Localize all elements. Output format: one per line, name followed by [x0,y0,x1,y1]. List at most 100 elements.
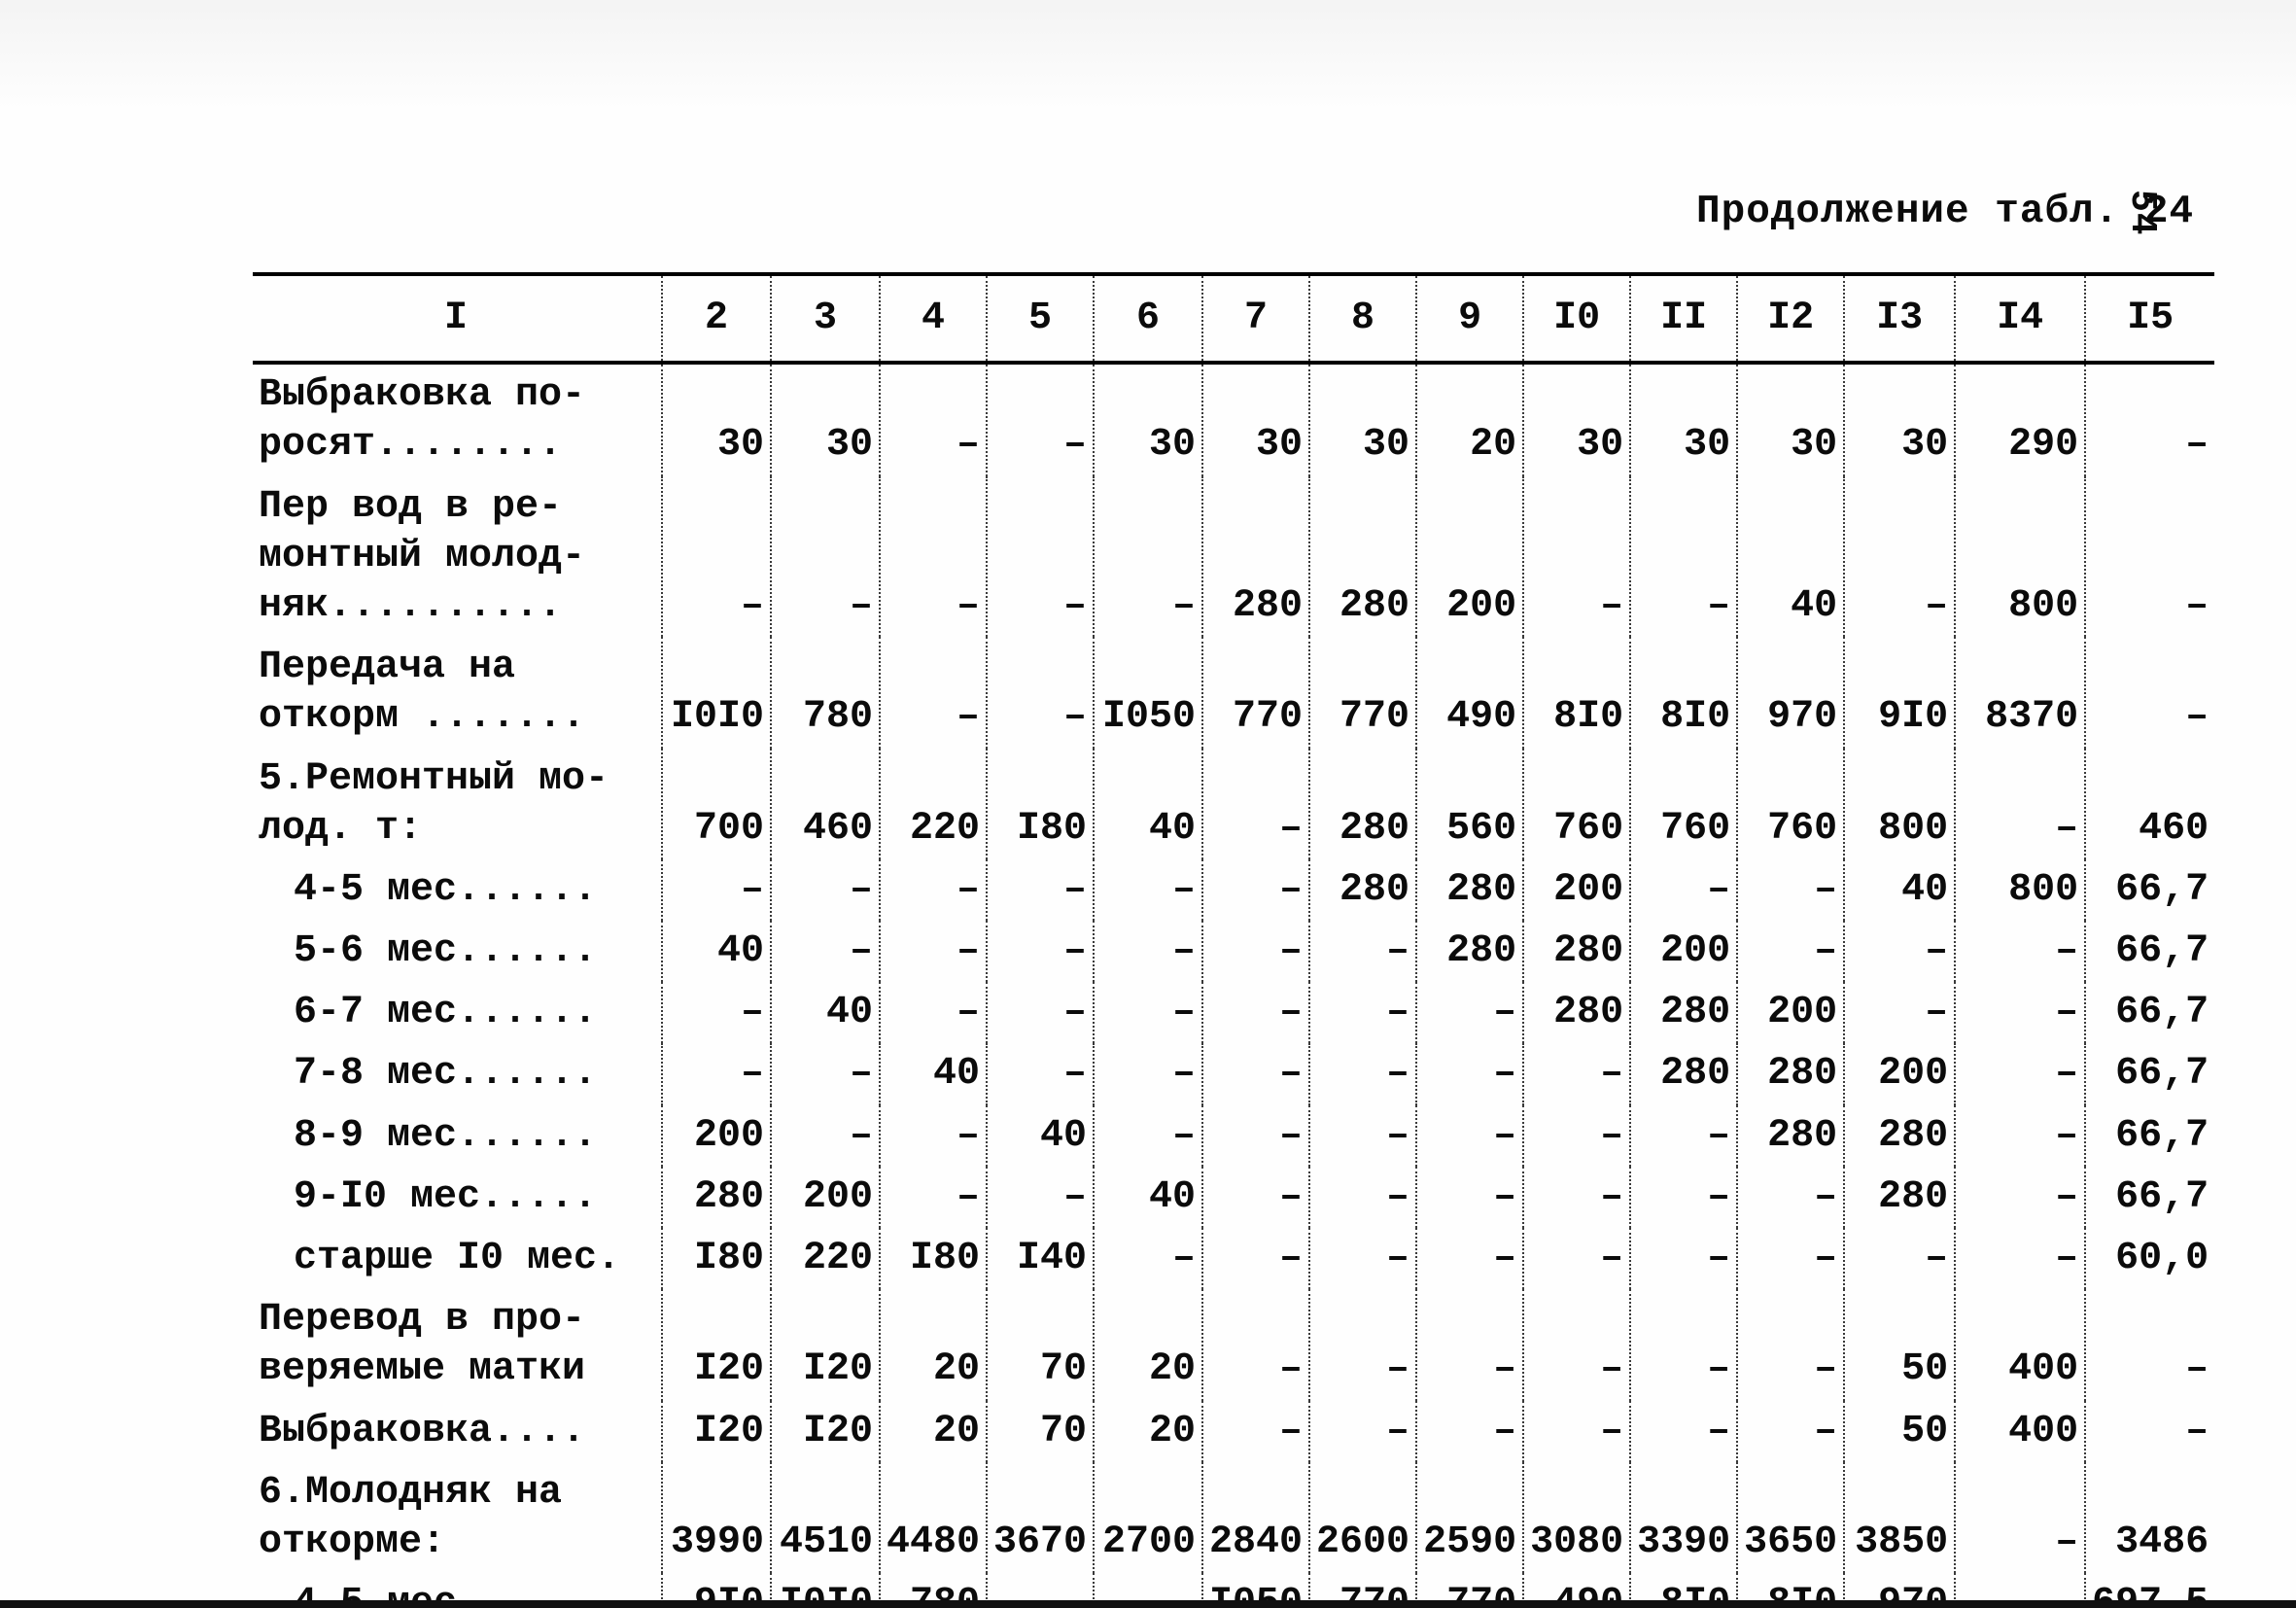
cell: – [987,921,1094,982]
cell: 780 [771,637,880,748]
cell: – [987,637,1094,748]
row-label: 5.Ремонтный мо-лод. т: [253,749,662,859]
cell: 460 [2085,749,2214,859]
table-header-row: I23456789I0III2I3I4I5 [253,274,2214,363]
cell: 280 [1523,921,1630,982]
col-header-I4: I4 [1955,274,2085,363]
cell: – [1202,921,1309,982]
cell: 970 [1737,637,1844,748]
cell: – [1737,1228,1844,1289]
table-row: 6.Молодняк наоткорме:3990451044803670270… [253,1462,2214,1573]
cell: – [1416,982,1523,1043]
cell: – [880,476,987,638]
cell: 40 [1094,749,1202,859]
cell: 280 [1844,1167,1955,1228]
cell: 280 [1630,982,1737,1043]
cell: I050 [1094,637,1202,748]
table-row: 6-7 мес......–40––––––280280200––66,7 [253,982,2214,1043]
table-row: Передача наоткорм .......I0I0780––I05077… [253,637,2214,748]
col-header-label: I [253,274,662,363]
cell: 66,7 [2085,1043,2214,1104]
cell: – [1309,1289,1416,1400]
cell: 490 [1416,637,1523,748]
col-header-2: 2 [662,274,771,363]
table-row: 5.Ремонтный мо-лод. т:700460220I8040–280… [253,749,2214,859]
table-row: 8-9 мес......200––40––––––280280–66,7 [253,1105,2214,1167]
cell: – [1737,1167,1844,1228]
cell: – [880,921,987,982]
col-header-I3: I3 [1844,274,1955,363]
cell: – [771,921,880,982]
cell: 290 [1955,363,2085,475]
table-row: 9-I0 мес.....280200––40––––––280–66,7 [253,1167,2214,1228]
cell: 200 [1844,1043,1955,1104]
cell: – [1309,1228,1416,1289]
cell: 280 [1202,476,1309,638]
cell: – [771,1043,880,1104]
cell: 66,7 [2085,859,2214,921]
table-row: 7-8 мес......––40––––––280280200–66,7 [253,1043,2214,1104]
cell: 30 [1309,363,1416,475]
cell: 30 [1630,363,1737,475]
cell: – [1955,1228,2085,1289]
cell: 66,7 [2085,1105,2214,1167]
cell: 800 [1955,476,2085,638]
cell: 280 [1309,476,1416,638]
row-label: 6.Молодняк наоткорме: [253,1462,662,1573]
cell: – [1309,1105,1416,1167]
cell: – [2085,1289,2214,1400]
cell: – [987,476,1094,638]
row-label: 9-I0 мес..... [253,1167,662,1228]
cell: 66,7 [2085,921,2214,982]
cell: – [1955,921,2085,982]
cell: 30 [1737,363,1844,475]
cell: 700 [662,749,771,859]
cell: – [1094,859,1202,921]
cell: 220 [880,749,987,859]
data-table: I23456789I0III2I3I4I5 Выбраковка по-рося… [253,272,2214,1608]
row-label: 8-9 мес...... [253,1105,662,1167]
row-label: старше I0 мес. [253,1228,662,1289]
cell: 30 [662,363,771,475]
cell: 2590 [1416,1462,1523,1573]
page: Продолжение табл. 24 54 I23456789I0III2I… [0,0,2296,1608]
cell: 770 [1202,637,1309,748]
cell: – [880,637,987,748]
cell: I20 [771,1401,880,1462]
cell: – [1202,1167,1309,1228]
cell: – [1630,476,1737,638]
cell: 760 [1630,749,1737,859]
cell: – [1955,982,2085,1043]
cell: 20 [880,1289,987,1400]
table-row: Перевод в про-веряемые маткиI20I20207020… [253,1289,2214,1400]
cell: – [1202,1043,1309,1104]
col-header-I2: I2 [1737,274,1844,363]
cell: 280 [1737,1043,1844,1104]
cell: – [880,982,987,1043]
cell: – [1737,1401,1844,1462]
cell: – [1202,1228,1309,1289]
cell: – [1416,1105,1523,1167]
cell: 280 [1844,1105,1955,1167]
cell: 8370 [1955,637,2085,748]
cell: 40 [662,921,771,982]
cell: 40 [1737,476,1844,638]
cell: – [1202,1289,1309,1400]
cell: – [1202,982,1309,1043]
cell: – [1630,1105,1737,1167]
cell: 50 [1844,1401,1955,1462]
cell: – [880,1167,987,1228]
cell: – [1630,859,1737,921]
row-label: Пер вод в ре-монтный молод-няк.......... [253,476,662,638]
cell: – [771,859,880,921]
cell: – [1416,1167,1523,1228]
cell: – [1523,1167,1630,1228]
scan-shadow-top [0,0,2296,117]
row-label: Выбраковка.... [253,1401,662,1462]
col-header-II: II [1630,274,1737,363]
cell: – [1630,1228,1737,1289]
cell: – [662,859,771,921]
row-label: 4-5 мес...... [253,859,662,921]
cell: I0I0 [662,637,771,748]
row-label: Перевод в про-веряемые матки [253,1289,662,1400]
